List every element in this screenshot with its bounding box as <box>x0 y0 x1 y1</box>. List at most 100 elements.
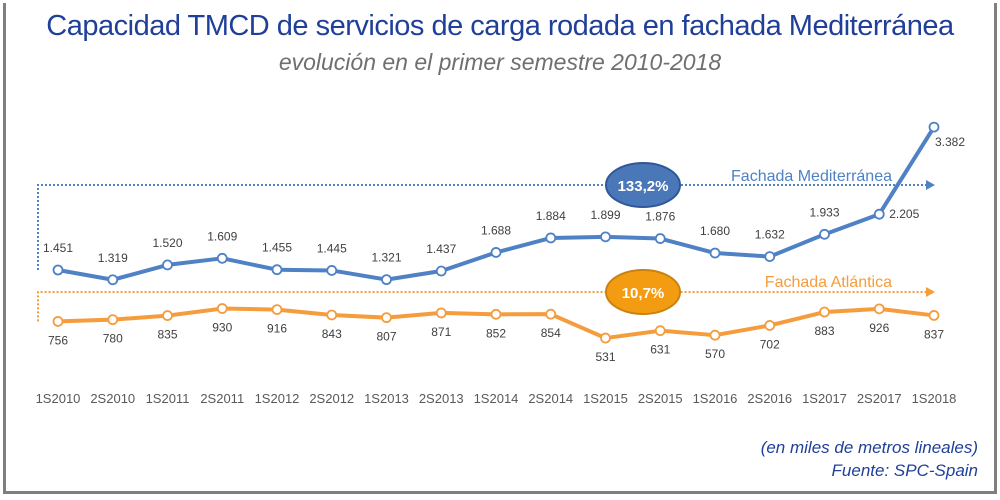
x-tick-label: 1S2018 <box>912 391 957 406</box>
data-label: 852 <box>486 326 506 340</box>
data-point <box>600 332 611 344</box>
data-label: 1.520 <box>152 236 182 250</box>
data-label: 1.884 <box>536 209 566 223</box>
data-point <box>326 265 338 276</box>
x-tick-label: 2S2015 <box>638 391 683 406</box>
data-label: 702 <box>760 337 780 351</box>
reference-line <box>37 291 928 322</box>
data-point <box>709 247 721 259</box>
x-tick-label: 1S2012 <box>255 391 300 406</box>
data-point <box>326 309 338 321</box>
data-label: 843 <box>322 327 342 341</box>
x-tick-label: 2S2017 <box>857 391 902 406</box>
data-label: 531 <box>595 350 615 364</box>
x-tick-label: 1S2016 <box>693 391 738 406</box>
data-label: 837 <box>924 327 944 341</box>
data-point <box>162 259 173 271</box>
arrow-head-icon <box>926 287 935 297</box>
data-label: 1.899 <box>590 208 620 222</box>
chart-title: Capacidad TMCD de servicios de carga rod… <box>46 10 954 42</box>
data-label: 1.680 <box>700 224 730 238</box>
data-point <box>216 252 228 264</box>
reference-line <box>37 184 928 270</box>
x-tick-label: 1S2013 <box>364 391 409 406</box>
data-point <box>52 316 64 327</box>
data-point <box>928 121 940 133</box>
growth-label: 10,7% <box>622 285 665 302</box>
data-point <box>873 208 885 220</box>
data-label: 883 <box>814 324 834 338</box>
series-label: Fachada Mediterránea <box>731 168 892 185</box>
data-point <box>545 308 557 320</box>
data-label: 1.445 <box>317 241 347 255</box>
data-point <box>381 274 392 286</box>
data-point <box>873 303 885 315</box>
data-label: 1.455 <box>262 241 292 255</box>
x-tick-label: 1S2014 <box>474 391 519 406</box>
data-label: 871 <box>431 325 451 339</box>
data-label: 1.437 <box>426 242 456 256</box>
data-point <box>216 303 228 314</box>
data-point <box>654 233 666 244</box>
data-point <box>545 232 557 244</box>
data-point <box>271 264 283 276</box>
data-label: 2.205 <box>889 207 919 221</box>
data-label: 1.321 <box>371 251 401 265</box>
data-point <box>490 308 502 320</box>
data-label: 926 <box>869 321 889 335</box>
data-point <box>52 264 64 276</box>
x-tick-label: 1S2011 <box>146 391 190 406</box>
data-label: 916 <box>267 322 287 336</box>
data-label: 1.451 <box>43 241 73 255</box>
data-label: 631 <box>650 343 670 357</box>
data-label: 930 <box>212 321 232 335</box>
data-label: 1.688 <box>481 223 511 237</box>
data-point <box>819 306 830 318</box>
series-label: Fachada Atlántica <box>765 274 892 291</box>
source-note: Fuente: SPC-Spain <box>831 461 978 480</box>
data-point <box>162 310 173 321</box>
data-point <box>709 329 721 341</box>
growth-badge <box>605 162 681 208</box>
data-point <box>435 265 447 277</box>
x-tick-label: 2S2013 <box>419 391 464 406</box>
data-label: 1.876 <box>645 210 675 224</box>
x-tick-label: 2S2014 <box>528 391 573 406</box>
growth-label: 133,2% <box>618 178 669 195</box>
data-label: 570 <box>705 347 725 361</box>
x-tick-label: 1S2015 <box>583 391 628 406</box>
x-tick-label: 2S2016 <box>747 391 792 406</box>
data-label: 780 <box>103 332 123 346</box>
data-point <box>764 251 776 263</box>
data-point <box>819 228 830 240</box>
data-label: 1.632 <box>755 228 785 242</box>
data-point <box>107 274 119 286</box>
x-tick-label: 1S2017 <box>802 391 847 406</box>
data-label: 854 <box>541 326 561 340</box>
arrow-head-icon <box>926 180 935 190</box>
x-tick-label: 1S2010 <box>36 391 81 406</box>
data-label: 835 <box>157 328 177 342</box>
data-point <box>928 310 940 321</box>
growth-badge <box>605 269 681 315</box>
unit-note: (en miles de metros lineales) <box>760 438 978 457</box>
data-label: 1.319 <box>98 251 128 265</box>
x-tick-label: 2S2011 <box>200 391 244 406</box>
data-point <box>435 307 447 319</box>
data-point <box>764 320 776 331</box>
data-point <box>271 304 283 315</box>
x-tick-label: 2S2012 <box>309 391 354 406</box>
data-point <box>600 231 611 243</box>
data-point <box>107 314 119 326</box>
data-point <box>490 247 502 258</box>
data-point <box>381 312 392 324</box>
chart-subtitle: evolución en el primer semestre 2010-201… <box>278 49 722 75</box>
data-label: 1.609 <box>207 229 237 243</box>
data-label: 756 <box>48 333 68 347</box>
data-label: 1.933 <box>809 205 839 219</box>
chart-frame <box>3 3 997 494</box>
data-label: 807 <box>376 330 396 344</box>
data-label: 3.382 <box>935 135 965 149</box>
data-point <box>654 325 666 337</box>
